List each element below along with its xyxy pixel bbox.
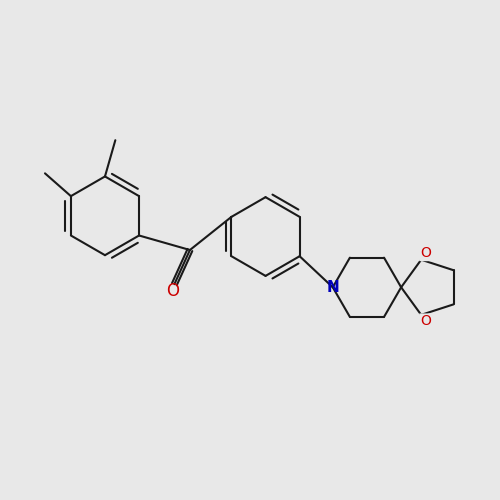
Text: N: N — [326, 280, 339, 295]
Text: O: O — [166, 282, 179, 300]
Text: O: O — [420, 246, 431, 260]
Text: O: O — [420, 314, 431, 328]
